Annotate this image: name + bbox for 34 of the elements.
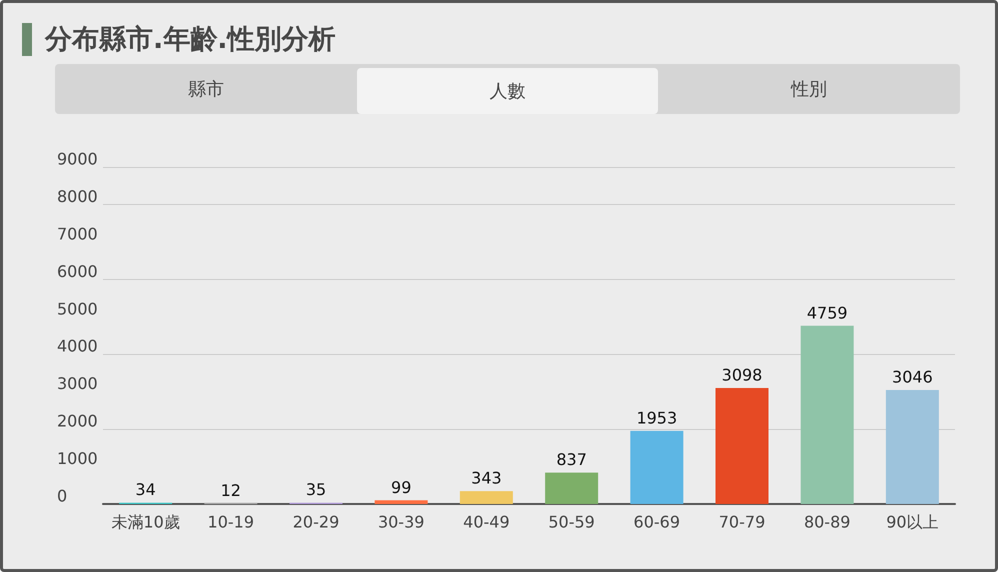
y-tick-label: 1000	[57, 449, 98, 468]
data-label: 34	[135, 480, 156, 500]
data-label: 3098	[722, 365, 762, 384]
y-tick-label: 8000	[57, 186, 98, 206]
x-tick-label: 60-69	[634, 512, 680, 532]
data-label: 837	[556, 450, 587, 470]
x-tick-label: 未滿10歲	[111, 512, 180, 532]
text: 性別	[790, 78, 828, 102]
x-tick-label: 30-39	[378, 512, 424, 532]
data-label: 343	[471, 468, 502, 488]
y-tick-label: 3000	[57, 374, 98, 394]
data-label: 1953	[636, 408, 678, 428]
y-tick-label: 2000	[57, 412, 98, 431]
data-label: 3046	[892, 367, 933, 386]
data-label: 35	[306, 480, 326, 500]
data-label: 4759	[806, 303, 848, 322]
y-tick-label: 6000	[57, 262, 98, 281]
text: 縣市	[186, 78, 225, 102]
chart-title: 分布縣市.年齡.性別分析	[45, 23, 336, 57]
x-tick-label: 20-29	[292, 512, 340, 532]
y-tick-label: 7000	[57, 224, 98, 244]
y-tick-label: 0	[57, 486, 68, 506]
text: 人數	[356, 68, 658, 114]
data-label: 12	[220, 481, 241, 500]
x-tick-label: 80-89	[804, 512, 850, 532]
x-tick-label: 70-79	[718, 512, 766, 532]
data-label: 99	[391, 478, 412, 497]
y-tick-label: 4000	[57, 336, 98, 356]
x-tick-label: 40-49	[463, 512, 510, 532]
x-tick-label: 50-59	[548, 512, 595, 532]
x-tick-label: 10-19	[208, 512, 254, 532]
y-tick-label: 5000	[57, 299, 98, 318]
x-tick-label: 90以上	[886, 512, 939, 532]
y-tick-label: 9000	[57, 150, 98, 168]
